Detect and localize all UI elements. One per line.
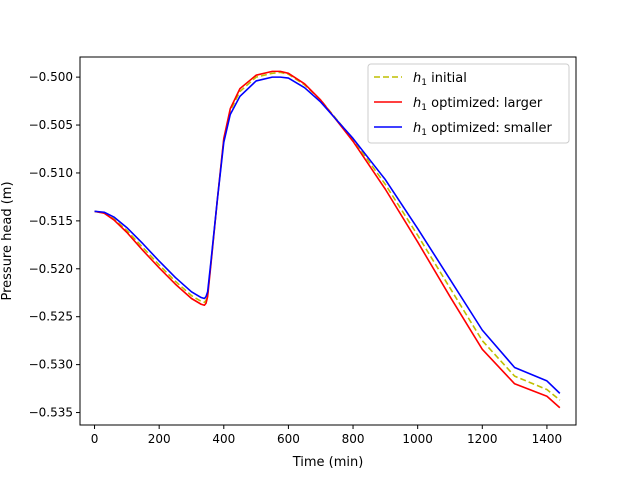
y-tick-label: −0.520 [29,262,73,276]
legend-label-2: h1 optimized: smaller [413,121,553,138]
x-tick-label: 1000 [402,432,433,446]
x-tick-label: 1400 [532,432,563,446]
series-line-2 [94,76,561,394]
x-tick-label: 200 [148,432,171,446]
y-tick-label: −0.530 [29,358,73,372]
x-tick-label: 1200 [467,432,498,446]
x-axis-label: Time (min) [292,455,364,470]
y-tick-label: −0.515 [29,214,73,228]
y-tick-label: −0.500 [29,70,73,84]
series-layer [94,70,561,409]
legend-label-0: h1 initial [413,71,467,88]
x-axis-ticks: 0 200 400 600 800 1000 1200 1400 [91,425,562,446]
x-tick-label: 600 [277,432,300,446]
y-tick-label: −0.525 [29,310,73,324]
legend-label-1: h1 optimized: larger [413,96,543,113]
y-tick-label: −0.510 [29,166,73,180]
y-tick-label: −0.535 [29,406,73,420]
x-tick-label: 800 [342,432,365,446]
y-axis-ticks: −0.535 −0.530 −0.525 −0.520 −0.515 −0.510 −0.5… [29,70,80,420]
legend-box [367,63,570,144]
x-tick-label: 0 [91,432,99,446]
y-axis-label: Pressure head (m) [0,181,15,300]
x-tick-label: 400 [212,432,235,446]
series-line-1 [94,70,561,409]
legend: h1 initial h1 optimized: larger h1 optimiz… [367,63,570,144]
plot-frame [79,56,577,426]
y-tick-label: −0.505 [29,118,73,132]
